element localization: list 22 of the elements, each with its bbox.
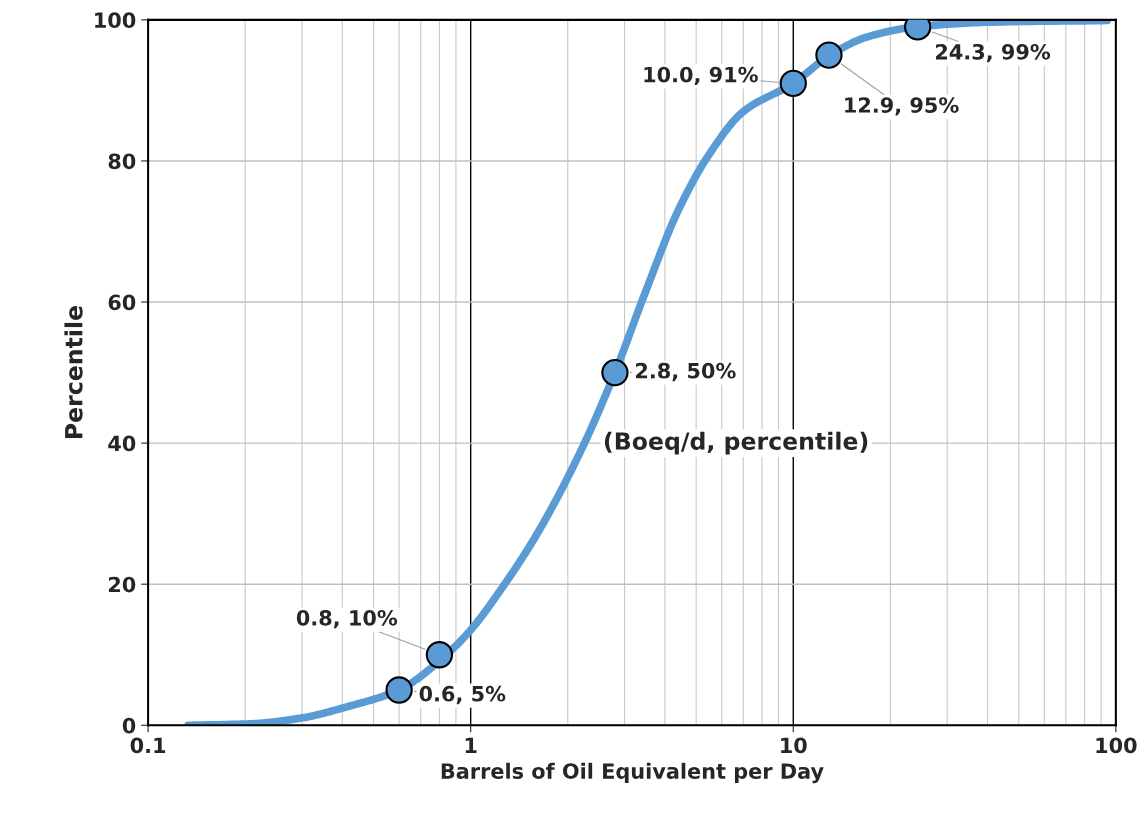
x-tick-label: 10 [781,737,807,754]
data-label: 2.8, 50% [636,362,736,382]
data-label: 24.3, 99% [935,43,1051,63]
data-label: 0.6, 5% [419,685,506,705]
data-label: 12.9, 95% [845,97,959,116]
data-label: 10.0, 91% [644,66,758,86]
y-tick-label: 80 [108,153,136,170]
data-label: 0.8, 10% [296,609,398,629]
y-tick-label: 20 [108,576,136,593]
y-tick-label: 100 [95,12,136,29]
y-axis-title: Percentile [64,306,83,439]
x-tick-label: 1 [465,737,477,753]
y-tick-label: 0 [122,717,136,734]
x-tick-label: 0.1 [130,737,166,754]
annotation: (Boeq/d, percentile) [604,431,868,455]
x-axis-title: Barrels of Oil Equivalent per Day [441,762,824,784]
y-tick-label: 40 [108,435,136,452]
point [385,676,413,704]
point [815,41,843,69]
point [601,358,629,387]
y-tick-label: 60 [108,294,136,311]
x-tick-label: 100 [1096,737,1137,754]
